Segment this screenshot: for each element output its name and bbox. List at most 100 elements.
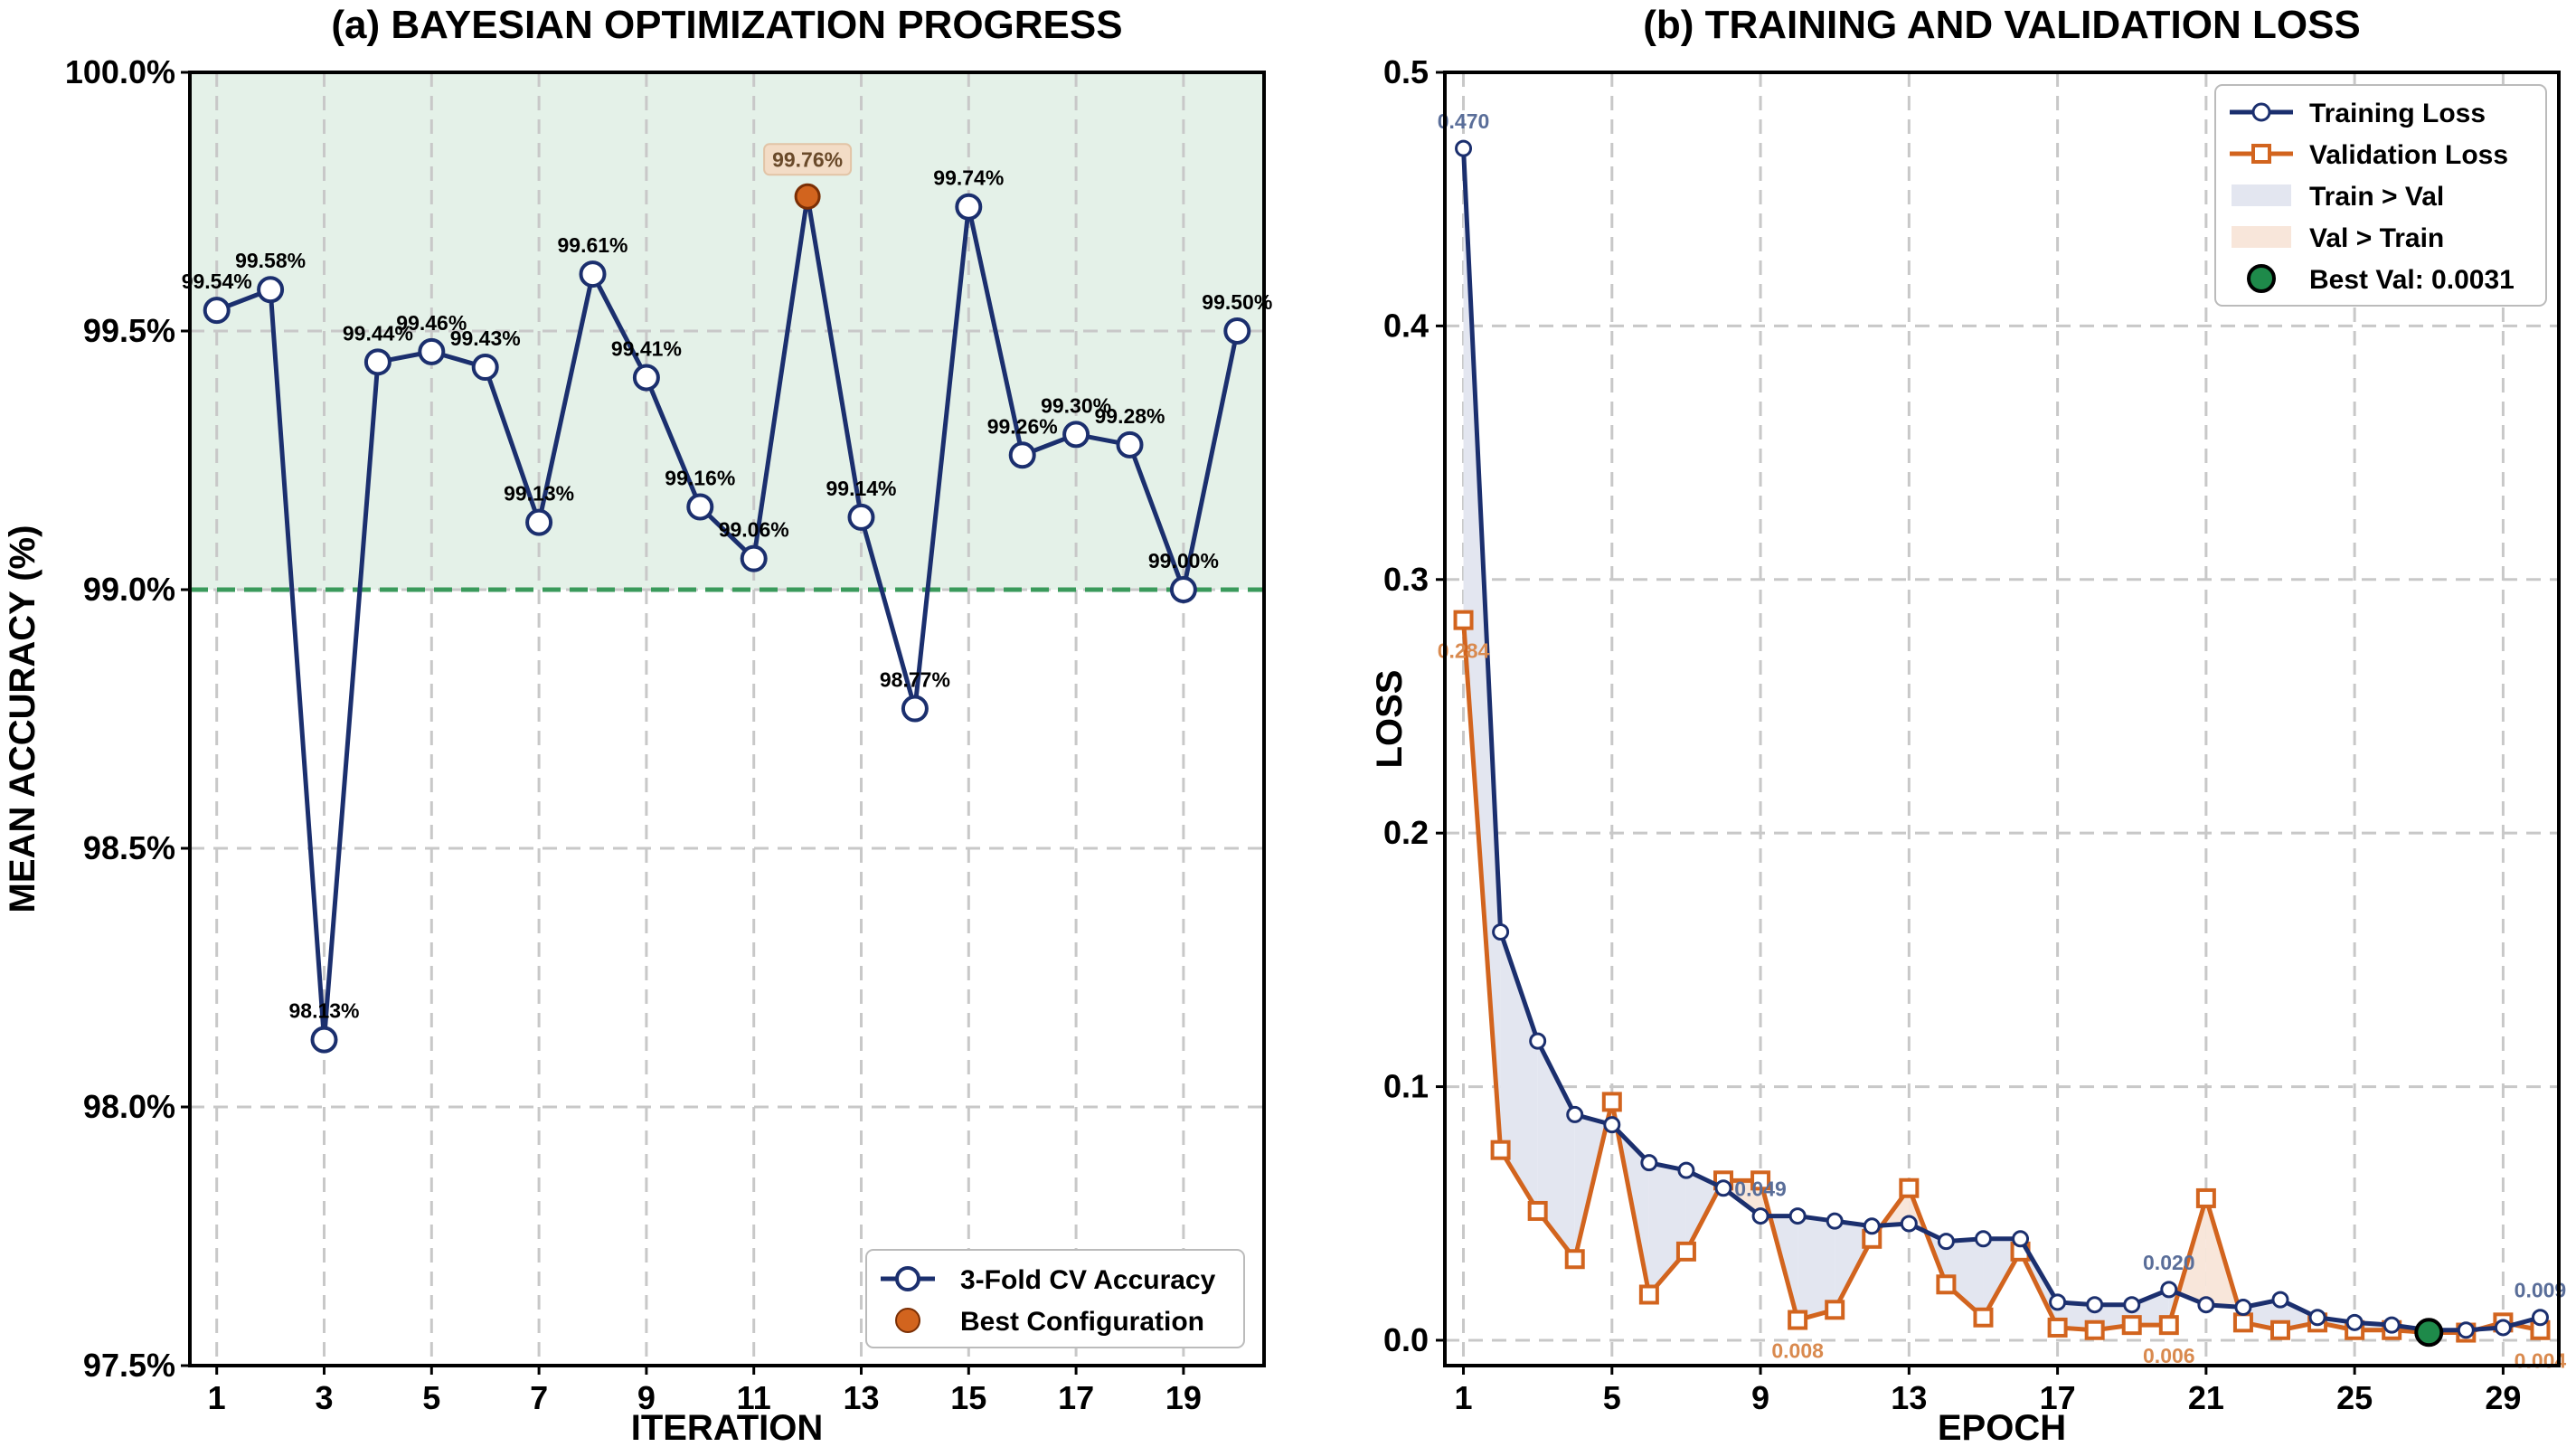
x-tick-label: 29 bbox=[2485, 1379, 2521, 1416]
x-tick-label: 13 bbox=[843, 1379, 879, 1416]
plot-frame-a bbox=[188, 71, 1266, 1367]
x-tick-label: 9 bbox=[1751, 1379, 1769, 1416]
y-tick-label: 0.0 bbox=[1383, 1321, 1429, 1358]
val-point bbox=[1601, 1092, 1622, 1112]
train-point bbox=[2308, 1309, 2326, 1327]
data-label: 99.46% bbox=[396, 311, 467, 335]
legend-swatch-val-gt-train bbox=[2232, 226, 2291, 248]
x-tick-label: 5 bbox=[1603, 1379, 1621, 1416]
data-point bbox=[418, 337, 446, 365]
data-label: 99.61% bbox=[557, 233, 627, 257]
legend-label-training: Training Loss bbox=[2309, 99, 2486, 128]
y-tick-label: 98.5% bbox=[83, 829, 175, 866]
y-tick-label: 99.0% bbox=[83, 571, 175, 608]
val-point bbox=[2158, 1315, 2179, 1336]
val-point bbox=[1564, 1249, 1585, 1270]
val-point bbox=[1899, 1177, 1920, 1198]
legend-marker-training bbox=[2251, 102, 2271, 122]
train-point bbox=[1863, 1217, 1881, 1235]
data-label: 99.26% bbox=[987, 414, 1058, 438]
x-axis-label-b: EPOCH bbox=[1938, 1408, 2066, 1447]
train-point bbox=[2531, 1309, 2549, 1327]
x-axis-label-a: ITERATION bbox=[631, 1408, 824, 1447]
train-point bbox=[1974, 1230, 1992, 1248]
data-point bbox=[794, 183, 821, 210]
data-point bbox=[847, 503, 875, 531]
data-point bbox=[363, 348, 392, 376]
train-point bbox=[2160, 1281, 2178, 1299]
train-point bbox=[2457, 1321, 2475, 1339]
legend-marker-validation bbox=[2251, 144, 2271, 164]
train-point bbox=[2383, 1316, 2401, 1334]
legend-label-cv: 3-Fold CV Accuracy bbox=[960, 1265, 1216, 1295]
data-label: 99.30% bbox=[1041, 393, 1111, 417]
val-point bbox=[2270, 1319, 2290, 1340]
data-point bbox=[1116, 430, 1144, 459]
x-tick-label: 9 bbox=[637, 1379, 656, 1416]
train-point bbox=[1492, 923, 1510, 941]
train-point bbox=[2197, 1296, 2215, 1314]
legend-label-train-gt-val: Train > Val bbox=[2309, 182, 2444, 212]
legend-label-validation: Validation Loss bbox=[2309, 140, 2508, 170]
x-tick-label: 17 bbox=[1058, 1379, 1094, 1416]
chart-title-a: (a) BAYESIAN OPTIMIZATION PROGRESS bbox=[331, 3, 1122, 47]
data-point bbox=[525, 508, 553, 536]
val-point bbox=[1490, 1140, 1511, 1160]
best-label-box bbox=[763, 143, 853, 176]
train-point bbox=[2494, 1319, 2512, 1337]
fill-train-gt-val bbox=[1500, 932, 1538, 1211]
chart-title-b: (b) TRAINING AND VALIDATION LOSS bbox=[1643, 3, 2361, 47]
x-tick-label: 15 bbox=[950, 1379, 986, 1416]
train-point bbox=[1900, 1215, 1918, 1233]
train-point bbox=[2086, 1296, 2104, 1314]
data-label: 99.50% bbox=[1202, 290, 1272, 314]
fill-train-gt-val bbox=[1946, 1238, 1984, 1318]
legend-label-val-gt-train: Val > Train bbox=[2309, 223, 2444, 253]
data-label: 99.44% bbox=[343, 321, 413, 345]
data-point bbox=[1169, 576, 1197, 603]
data-label: 99.13% bbox=[504, 482, 574, 506]
val-point bbox=[2084, 1319, 2105, 1340]
train-point bbox=[1788, 1207, 1807, 1225]
legend-label-best-val: Best Val: 0.0031 bbox=[2309, 265, 2515, 295]
train-point bbox=[1455, 139, 1473, 157]
annotation-label: 0.006 bbox=[2143, 1344, 2195, 1367]
val-point bbox=[2195, 1187, 2216, 1208]
data-point bbox=[257, 276, 285, 304]
data-label: 99.41% bbox=[611, 336, 682, 360]
fill-train-gt-val bbox=[1463, 148, 1501, 1150]
data-label: 99.14% bbox=[826, 477, 896, 500]
train-point bbox=[1603, 1116, 1621, 1134]
data-point bbox=[203, 297, 231, 325]
y-tick-label: 0.5 bbox=[1383, 53, 1429, 90]
val-point bbox=[1453, 610, 1474, 630]
data-label: 99.28% bbox=[1094, 404, 1165, 428]
data-point bbox=[579, 260, 607, 288]
train-point bbox=[1826, 1212, 1844, 1230]
data-point bbox=[1008, 441, 1036, 469]
train-point bbox=[1640, 1154, 1658, 1172]
val-point bbox=[1788, 1310, 1808, 1330]
train-point bbox=[2049, 1293, 2067, 1311]
val-point bbox=[1638, 1284, 1659, 1305]
train-point bbox=[2123, 1296, 2141, 1314]
data-point bbox=[686, 493, 714, 521]
data-label: 99.06% bbox=[719, 518, 789, 542]
legend-b bbox=[2214, 84, 2547, 307]
train-point bbox=[2012, 1230, 2030, 1248]
x-tick-label: 21 bbox=[2188, 1379, 2224, 1416]
data-label: 98.77% bbox=[880, 668, 950, 692]
val-point bbox=[1825, 1300, 1845, 1320]
train-point bbox=[1937, 1233, 1955, 1251]
train-point bbox=[2345, 1313, 2364, 1331]
data-label: 98.13% bbox=[288, 999, 359, 1023]
legend-swatch-train-gt-val bbox=[2232, 184, 2291, 206]
train-point bbox=[1714, 1179, 1732, 1197]
y-tick-label: 98.0% bbox=[83, 1088, 175, 1125]
y-axis-label-a: MEAN ACCURACY (%) bbox=[3, 525, 42, 913]
series-line-validation bbox=[1461, 619, 2541, 1336]
y-axis-label-b: LOSS bbox=[1370, 670, 1410, 769]
y-tick-label: 100.0% bbox=[65, 53, 175, 90]
data-point bbox=[740, 544, 768, 572]
